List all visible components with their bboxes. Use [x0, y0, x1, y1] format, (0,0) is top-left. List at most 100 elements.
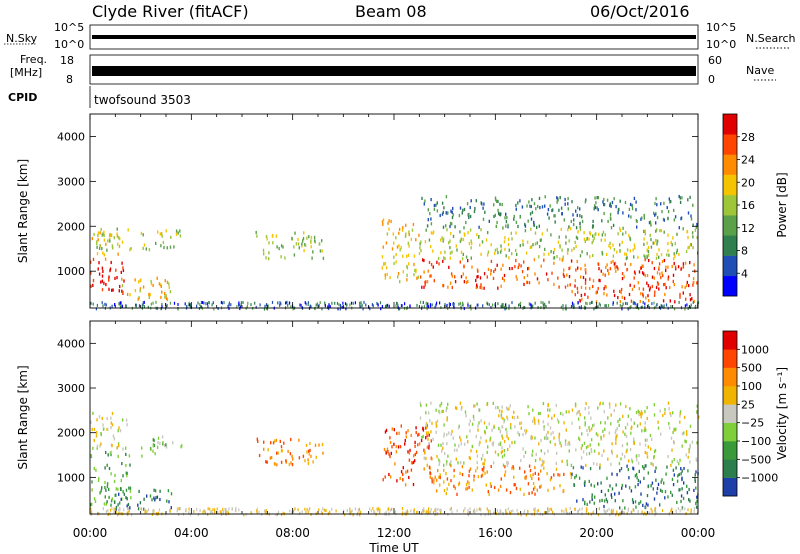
power-ground-cell [352, 301, 354, 305]
power-cell [549, 204, 551, 208]
power-cell [570, 227, 572, 231]
velocity-cell [615, 403, 617, 407]
power-cell [480, 283, 482, 287]
velocity-cell [618, 491, 620, 495]
power-cell [451, 215, 454, 220]
power-cell [634, 246, 636, 250]
power-cell [592, 234, 594, 238]
power-cell [533, 223, 535, 227]
velocity-ground-cell [563, 510, 565, 513]
velocity-cell [519, 421, 521, 425]
power-ground-cell [386, 303, 389, 307]
velocity-ground-cell [97, 511, 99, 515]
velocity-cell [543, 451, 546, 456]
power-cell [584, 292, 586, 297]
power-ground-cell [161, 305, 163, 309]
power-cell [116, 234, 119, 238]
power-ground-cell [359, 305, 361, 308]
velocity-cell [417, 443, 419, 447]
power-cell [460, 250, 463, 254]
power-cell [418, 252, 421, 256]
power-cell [577, 206, 579, 210]
power-cell [468, 215, 470, 220]
power-cell [93, 232, 95, 237]
power-cell [110, 260, 112, 265]
velocity-cell [93, 438, 95, 443]
power-cell [622, 226, 624, 230]
power-cell [651, 275, 654, 279]
power-cell [448, 265, 450, 269]
velocity-cell [688, 487, 690, 492]
power-cell [96, 240, 98, 244]
power-cell [494, 267, 497, 272]
power-cell [631, 287, 634, 291]
power-cell [398, 244, 400, 248]
power-ground-cell [423, 304, 425, 308]
velocity-cell [443, 434, 445, 438]
power-colorbar-tick: 24 [741, 154, 755, 167]
power-ground-cell [142, 303, 144, 307]
velocity-cell [597, 406, 599, 410]
power-ground-cell [266, 307, 269, 311]
power-ground-cell [102, 304, 104, 308]
velocity-ground-cell [291, 510, 293, 514]
velocity-cell [277, 451, 279, 455]
velocity-cell [649, 447, 652, 451]
power-colorbar-tick: 12 [741, 222, 755, 235]
velocity-cell [624, 426, 627, 430]
power-cell [272, 241, 274, 245]
velocity-ground-cell [464, 507, 466, 511]
power-ground-cell [345, 307, 347, 311]
power-cell [134, 289, 137, 293]
velocity-cell [487, 445, 489, 449]
velocity-cell [480, 436, 482, 440]
velocity-ground-cell [456, 509, 458, 513]
velocity-ground-cell [231, 507, 233, 511]
velocity-ground-cell [379, 508, 381, 512]
power-cell [164, 295, 166, 299]
power-cell [490, 272, 492, 276]
velocity-cell [384, 430, 387, 434]
velocity-cell [595, 432, 598, 436]
power-cell [566, 273, 568, 277]
power-cell [619, 289, 621, 293]
power-ground-cell [339, 303, 341, 307]
velocity-ground-cell [196, 508, 198, 511]
power-ground-cell [354, 301, 356, 305]
velocity-cell [513, 483, 515, 487]
power-ground-cell [448, 305, 451, 309]
power-cell [423, 285, 425, 289]
power-cell [168, 282, 170, 286]
velocity-cell [120, 487, 122, 491]
power-cell [138, 296, 140, 300]
velocity-cell [307, 458, 309, 462]
velocity-cell [459, 401, 462, 405]
velocity-cell [668, 426, 671, 430]
power-cell [559, 196, 561, 200]
velocity-cell [659, 488, 662, 492]
velocity-cell [408, 451, 411, 455]
power-cell [604, 238, 606, 242]
power-cell [465, 280, 468, 284]
velocity-cell [660, 432, 662, 436]
velocity-cell [395, 450, 398, 454]
velocity-ground-cell [238, 508, 240, 512]
velocity-cell [678, 462, 680, 466]
power-ground-cell [266, 307, 268, 311]
power-ground-cell [381, 305, 383, 308]
power-cell [614, 261, 617, 265]
velocity-ground-cell [320, 510, 323, 514]
velocity-cell [447, 454, 449, 458]
power-ground-cell [395, 304, 397, 308]
power-ground-cell [640, 305, 642, 309]
power-cell [674, 242, 676, 246]
power-cell [531, 198, 533, 202]
velocity-cell [410, 461, 413, 465]
power-cell [553, 247, 556, 252]
velocity-cell [487, 490, 489, 494]
power-cell [675, 267, 677, 271]
power-ground-cell [431, 303, 433, 307]
velocity-cell [458, 444, 460, 448]
velocity-cell [162, 441, 164, 445]
power-ground-cell [635, 306, 637, 309]
